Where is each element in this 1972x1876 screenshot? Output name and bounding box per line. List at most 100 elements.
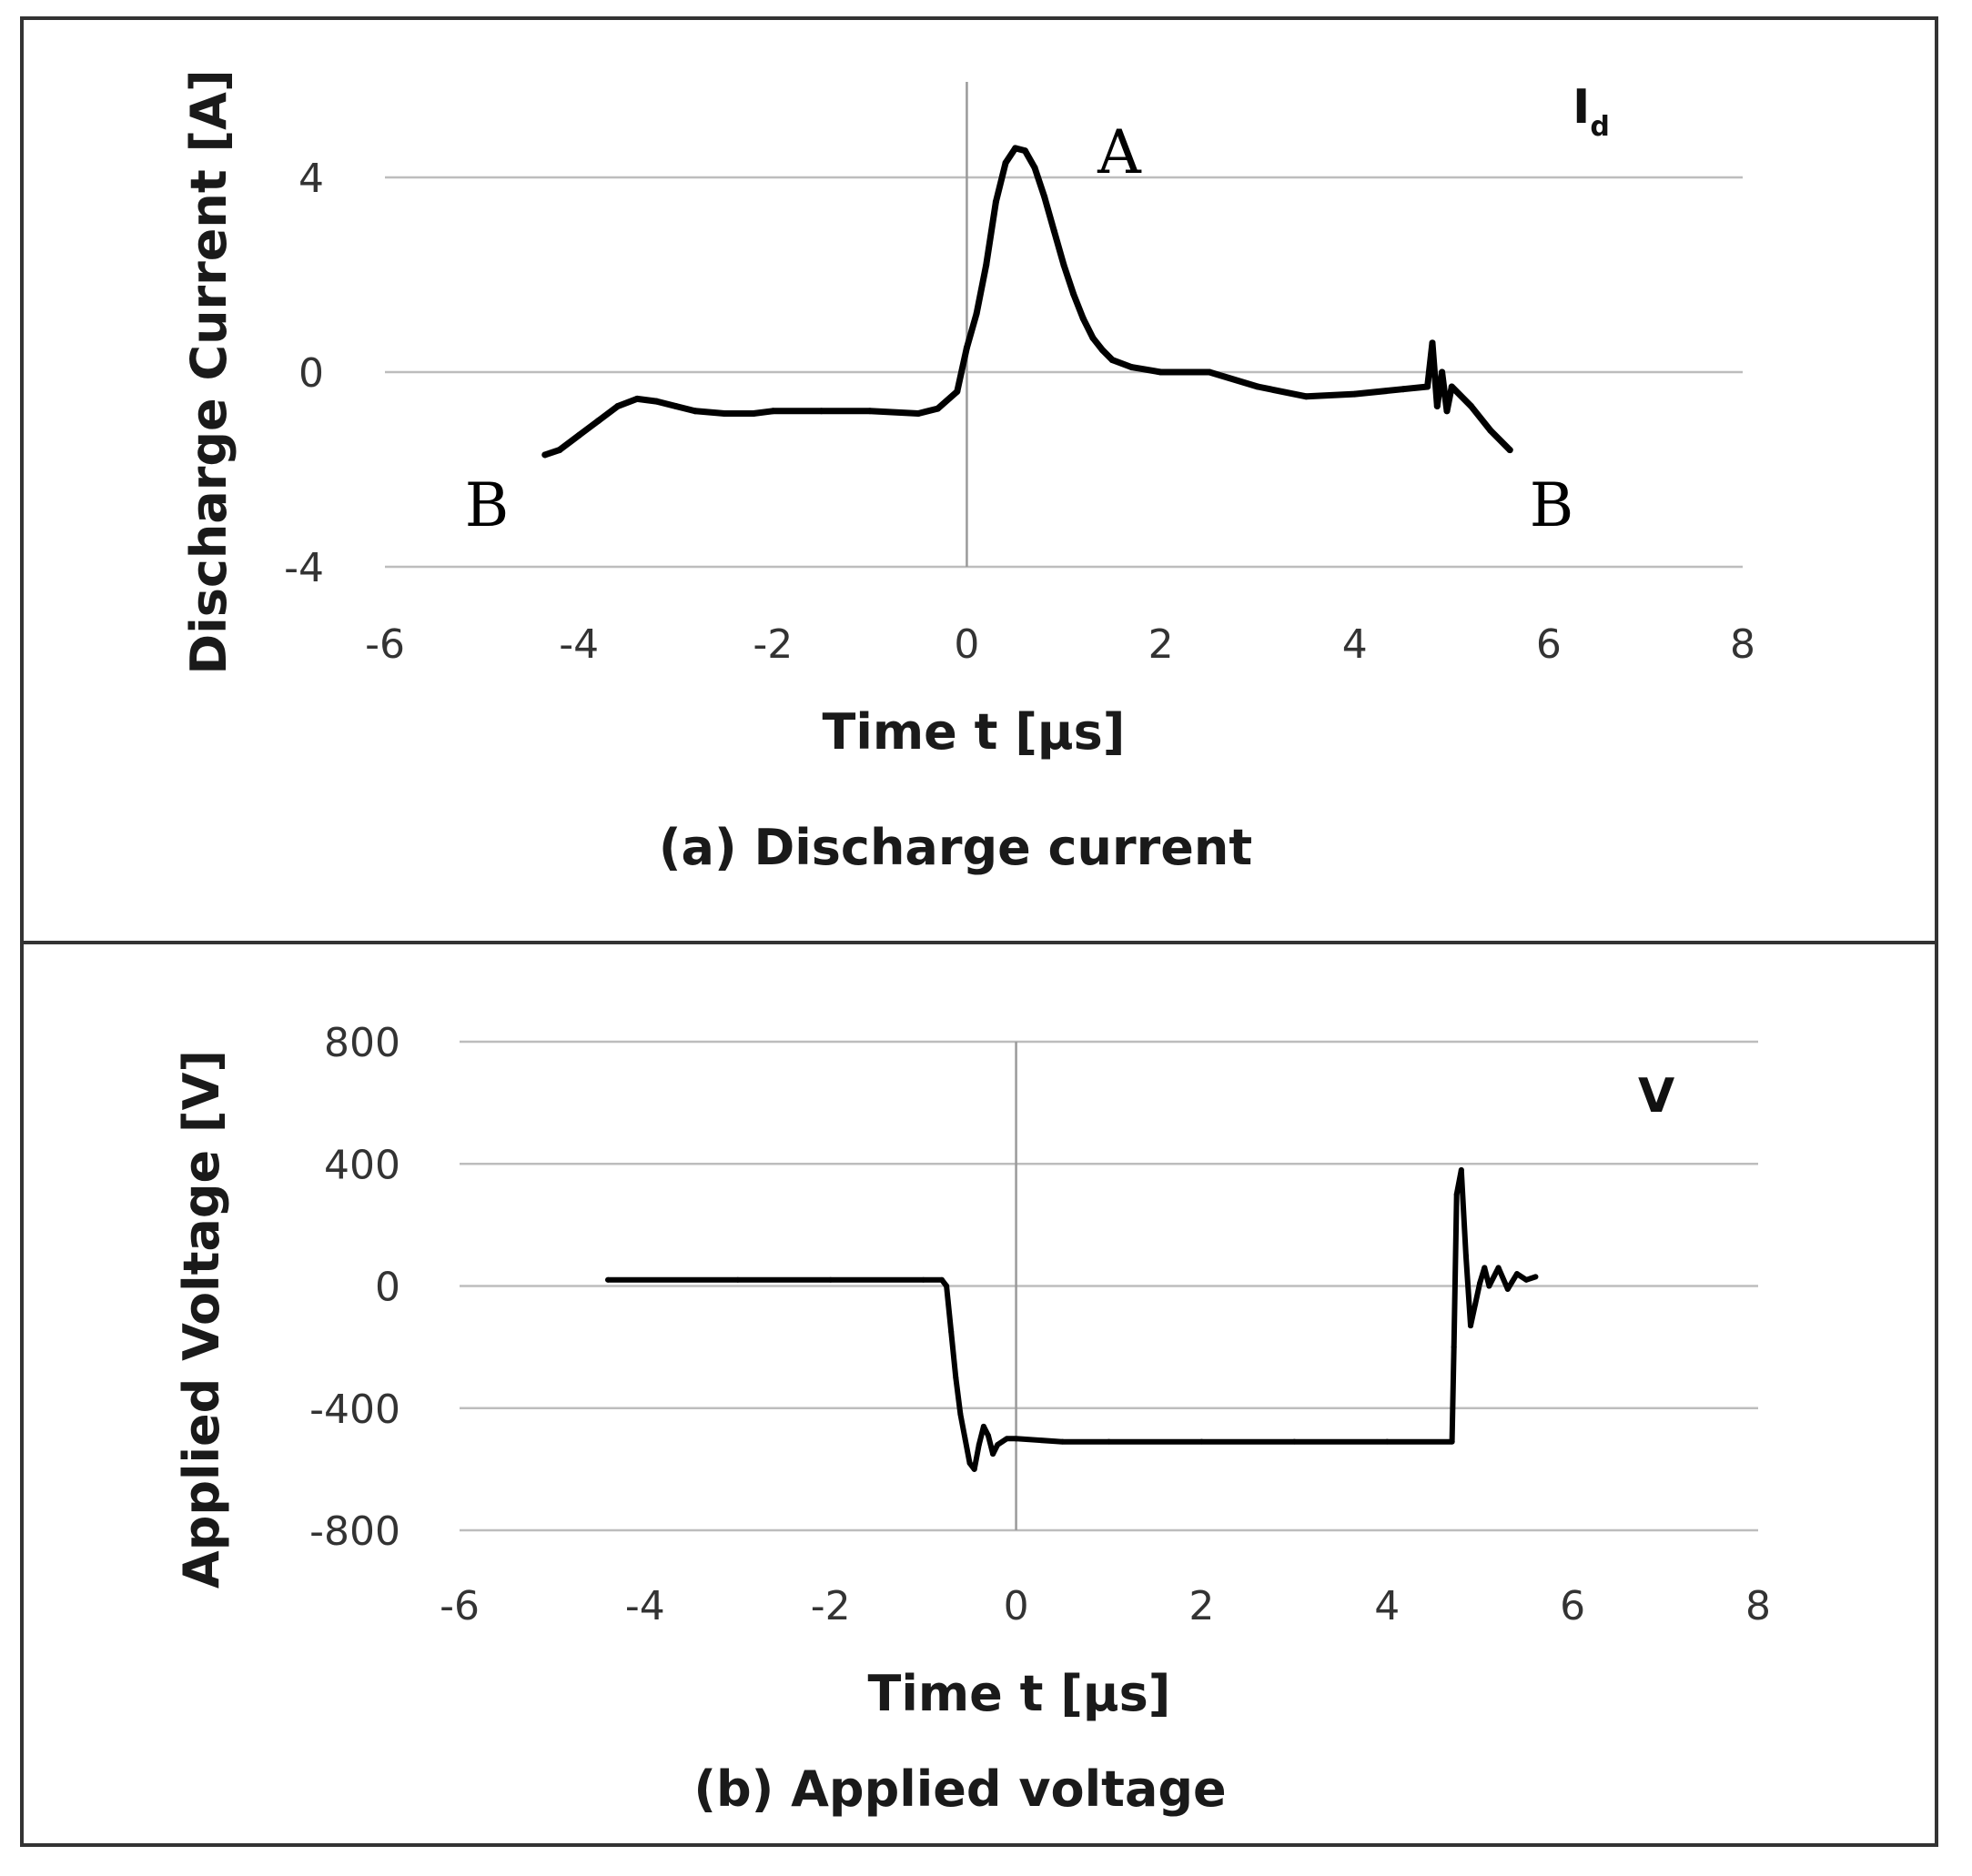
chart-a-data-point [954,388,961,395]
chart-a-data-point [1351,390,1359,398]
chart-a-x-tick-label: -6 [365,621,405,668]
chart-a-data-point [1439,368,1446,376]
chart-a-annotation-left-end: B [465,470,510,540]
chart-a-data-point [750,409,757,417]
chart-a-data-point [973,310,980,318]
chart-a-data-point [633,395,641,402]
chart-b-series-line-v [605,1167,1539,1472]
chart-b-data-point [1458,1166,1464,1173]
chart-b-data-point [939,1276,946,1283]
chart-b-data-point [1004,1436,1010,1442]
chart-a-x-tick-label: 2 [1148,621,1174,668]
chart-a-data-point [818,408,825,415]
chart-a-data-point [992,198,999,206]
chart-a-data-point [915,409,922,417]
chart-a-data-point [1031,164,1038,171]
chart-a-x-tick-label: 0 [954,621,979,668]
chart-b-data-point [1291,1438,1298,1445]
chart-b-series-label: V [1638,1069,1674,1124]
chart-a-data-point [1041,193,1048,200]
chart-a-data-point [721,409,728,417]
chart-b-data-point [1449,1438,1455,1445]
chart-a-data-point [1302,393,1310,400]
chart-b-y-tick-label: -400 [309,1387,400,1433]
chart-b-data-point [990,1451,996,1457]
chart-b-y-tick-label: -800 [309,1508,400,1555]
chart-b-data-point [605,1276,612,1283]
chart-b-data-point [953,1375,959,1381]
chart-b-data-point [920,1276,926,1283]
chart-a-data-point [673,402,680,409]
chart-a-x-tick-label: -4 [559,621,599,668]
chart-a-x-tick-label: 8 [1730,621,1755,668]
chart-b-x-axis-title: Time t [µs] [868,1665,1171,1722]
chart-b-data-point [1059,1438,1066,1445]
chart-a-data-point [652,398,660,405]
chart-a-y-axis-title: Discharge Current [A] [180,69,238,674]
chart-b-y-tick-label: 400 [324,1142,400,1188]
chart-a-x-tick-label: -2 [753,621,793,668]
chart-b-data-point [948,1328,955,1335]
chart-b-data-point [1523,1276,1530,1283]
chart-b-data-point [1468,1323,1474,1329]
chart-a-y-tick-label: 0 [298,350,324,397]
chart-a-data-point [1400,386,1407,393]
chart-b-data-point [1504,1286,1511,1292]
chart-a-data-point [1128,364,1136,371]
chart-b-data-point [980,1423,986,1429]
chart-a-data-point [1089,335,1097,342]
chart-a-data-point [692,408,699,415]
chart-a-data-point [594,418,602,424]
chart-a-data-point [1468,402,1475,409]
chart-b-data-point [985,1432,991,1438]
chart-b-x-tick-label: -4 [625,1583,665,1629]
chart-b-data-point [1477,1280,1483,1286]
chart-b-y-tick-label: 800 [324,1020,400,1066]
chart-b-data-point [962,1436,968,1442]
chart-a-data-point [1448,383,1455,390]
chart-a-x-axis-title: Time t [µs] [823,703,1126,761]
chart-a-data-point [1433,402,1441,409]
chart-a-series-label: Id [1573,80,1610,143]
chart-b-y-tick-label: 0 [375,1265,400,1311]
chart-b-data-point [1451,1344,1457,1350]
chart-a-data-point [1424,383,1431,390]
chart-a-data-point [1206,368,1213,376]
chart-b-data-point [1513,1271,1520,1277]
chart-b-data-point [957,1411,964,1417]
chart-b-caption: (b) Applied voltage [693,1760,1226,1818]
chart-discharge-current: -4 0 4 -6 -4 -2 0 2 4 6 8 Time t [µs] Discharge Curr… [180,69,1755,876]
chart-b-data-point [966,1460,973,1467]
chart-a-data-point [1002,159,1009,166]
chart-b-data-point [1198,1438,1205,1445]
chart-a-data-point [575,432,582,439]
chart-b-data-point [1384,1438,1391,1445]
chart-a-data-point [934,405,941,412]
chart-a-data-point [1050,227,1057,235]
chart-a-data-point [1506,447,1513,454]
chart-a-data-point [1060,261,1067,268]
chart-a-data-point [1021,147,1028,155]
chart-b-data-point [1453,1191,1460,1197]
chart-b-data-point [1462,1252,1469,1258]
chart-b-data-point [944,1283,950,1289]
chart-b-data-point [1472,1301,1479,1307]
chart-b-data-point [976,1442,982,1448]
chart-a-data-point [963,344,970,351]
chart-b-x-tick-label: 6 [1560,1583,1585,1629]
chart-b-data-point [827,1276,834,1283]
chart-a-data-point [769,408,776,415]
chart-b-x-tick-label: 8 [1745,1583,1771,1629]
chart-b-data-point [1486,1283,1492,1289]
chart-a-data-point [1079,315,1087,322]
chart-b-data-point [1495,1265,1502,1271]
chart-a-data-point [1429,339,1436,347]
chart-a-x-tick-label: 4 [1342,621,1368,668]
chart-b-x-tick-label: 0 [1004,1583,1029,1629]
chart-a-data-point [1443,408,1451,415]
panel-divider [20,941,1938,944]
chart-a-data-point [1487,427,1494,434]
chart-a-y-tick-label: 4 [298,156,324,202]
chart-a-x-tick-label: 6 [1536,621,1562,668]
